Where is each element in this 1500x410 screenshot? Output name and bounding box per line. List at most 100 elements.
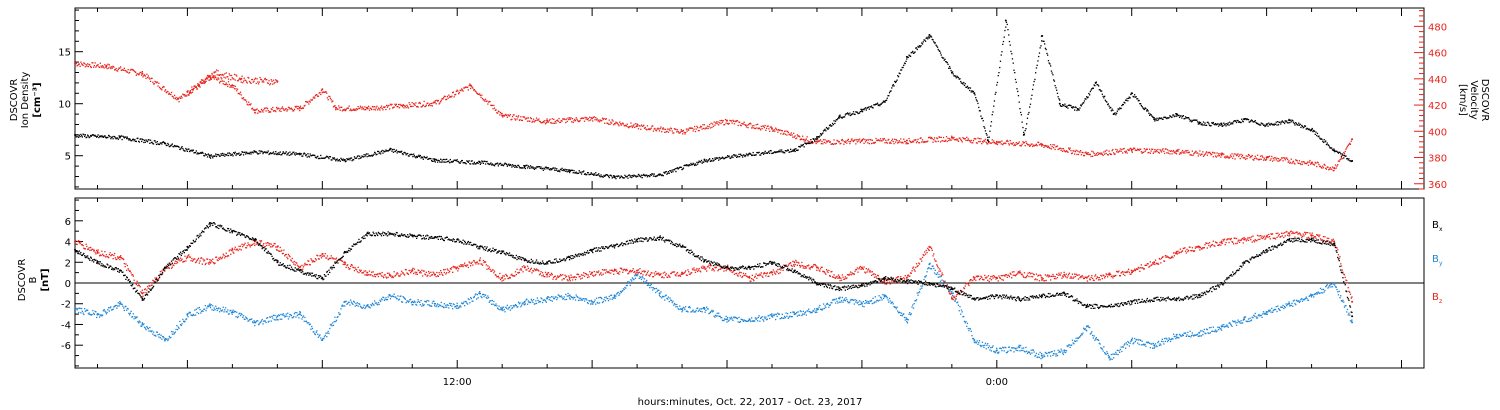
density-series-point (810, 139, 812, 141)
by-series-point (301, 318, 303, 320)
density-series-point (443, 161, 445, 163)
velocity-series-point (799, 139, 801, 141)
velocity-series-point (514, 118, 516, 120)
by-series-point (275, 319, 277, 321)
velocity-series-point (356, 108, 358, 110)
velocity-series-point (219, 80, 221, 83)
density-series-point (541, 167, 544, 170)
velocity-series-point (842, 140, 844, 142)
density-series-point (859, 110, 861, 113)
by-series-point (283, 314, 285, 317)
density-series-point (1065, 106, 1068, 108)
velocity-series-point (867, 139, 870, 141)
density-series-point (291, 153, 293, 155)
velocity-series-point (852, 140, 855, 143)
density-series-point (589, 173, 591, 176)
velocity-series-point (733, 123, 736, 125)
density-series-point (159, 142, 161, 144)
by-series-point (273, 319, 275, 321)
density-series-point (394, 150, 396, 153)
velocity-series-point (511, 116, 514, 118)
density-series-point (566, 171, 568, 173)
velocity-series-point (1198, 153, 1200, 155)
by-series-point (909, 314, 912, 316)
density-series-point (862, 108, 864, 110)
velocity-series-point (312, 97, 314, 99)
density-series-point (981, 117, 984, 119)
velocity-series-point (147, 75, 149, 77)
velocity-series-point (592, 120, 594, 122)
velocity-series-point (1338, 160, 1340, 163)
density-series-point (872, 107, 874, 109)
density-series-point (830, 125, 832, 127)
velocity-series-point (959, 137, 961, 139)
by-series-point (939, 276, 941, 278)
velocity-series-point (1252, 158, 1254, 161)
by-series-point (182, 320, 185, 322)
density-series-point (583, 173, 586, 175)
velocity-series-point (374, 106, 376, 108)
by-series-point (951, 291, 953, 293)
by-series-point (933, 267, 935, 270)
by-series-point (631, 280, 633, 282)
density-series-point (81, 136, 83, 138)
velocity-upper-series-point (237, 79, 239, 82)
velocity-series-point (1202, 155, 1205, 157)
density-series-point (719, 158, 721, 160)
by-series-point (418, 300, 420, 303)
density-series-point (1344, 155, 1346, 157)
by-series-point (673, 304, 675, 306)
density-series-point (1277, 121, 1279, 123)
density-series-point (677, 168, 679, 170)
density-series-point (904, 62, 906, 65)
density-series-point (302, 153, 305, 155)
density-series-point (839, 114, 841, 116)
density-series-point (871, 106, 873, 109)
density-series-point (918, 46, 920, 48)
velocity-series-point (785, 130, 787, 132)
velocity-upper-series-point (256, 78, 258, 80)
by-series-point (610, 294, 612, 297)
density-series-point (1331, 149, 1334, 151)
velocity-upper-series-point (196, 88, 198, 90)
density-series-point (1236, 119, 1238, 122)
velocity-series-point (1345, 148, 1347, 150)
by-series-point (263, 320, 266, 322)
density-series-point (1116, 110, 1118, 112)
velocity-series-value-point (177, 97, 180, 100)
density-series-point (79, 135, 81, 138)
by-series-point (816, 311, 818, 314)
by-series-point (770, 314, 772, 316)
velocity-series-point (828, 141, 831, 143)
by-series-point (215, 307, 218, 309)
density-series-point (385, 149, 387, 151)
density-series-point (974, 94, 976, 96)
velocity-series-point (848, 140, 850, 143)
density-series-point (1162, 118, 1164, 120)
by-series-point (389, 298, 392, 300)
by-series-point (520, 304, 523, 306)
velocity-series-point (293, 110, 295, 112)
velocity-series-point (1349, 142, 1351, 144)
density-series-point (547, 167, 550, 169)
by-series-point (156, 331, 158, 333)
velocity-upper-series-point (227, 76, 229, 78)
by-series-point (452, 308, 454, 310)
density-series-point (942, 57, 944, 59)
density-series-point (344, 161, 347, 163)
density-series-point (792, 149, 794, 151)
density-series-point (982, 120, 984, 122)
velocity-series-point (685, 128, 688, 130)
velocity-series-point (213, 78, 215, 80)
velocity-series-point (912, 141, 915, 143)
density-series-point (77, 136, 79, 138)
velocity-series-point (280, 110, 282, 112)
velocity-series-point (205, 77, 207, 80)
density-series-point (262, 152, 264, 155)
by-series-point (346, 303, 348, 305)
density-series-point (332, 158, 335, 160)
by-series-point (597, 302, 599, 304)
velocity-upper-series-point (205, 80, 207, 82)
velocity-series-point (452, 92, 454, 94)
velocity-series-point (717, 121, 719, 123)
